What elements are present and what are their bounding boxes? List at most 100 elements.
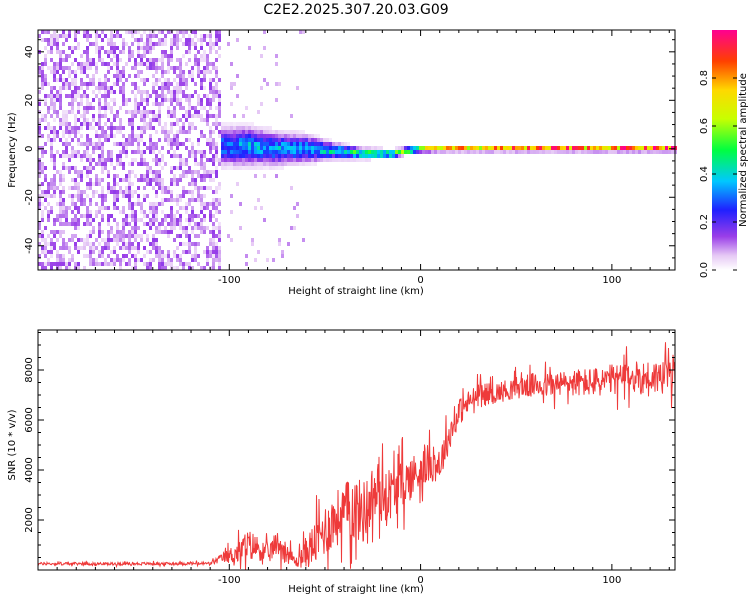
spectrogram-cell (98, 126, 101, 130)
spectrogram-cell (245, 134, 248, 138)
spectrogram-cell (44, 190, 47, 194)
spectrogram-cell (62, 82, 65, 86)
spectrogram-cell (188, 266, 191, 270)
spectrogram-cell (281, 162, 284, 166)
spectrogram-cell (287, 162, 290, 166)
spectrogram-cell (269, 166, 272, 170)
spectrogram-cell (44, 30, 47, 34)
spectrogram-cell (158, 202, 161, 206)
spectrogram-cell (458, 146, 461, 150)
spectrogram-cell (314, 150, 317, 154)
spectrogram-cell (197, 214, 200, 218)
spectrogram-cell (59, 206, 62, 210)
spectrogram-cell (566, 146, 569, 150)
spectrogram-cell (377, 146, 380, 150)
spectrogram-cell (92, 182, 95, 186)
spectrogram-cell (278, 166, 281, 170)
spectrogram-cell (302, 162, 305, 166)
spectrogram-cell (152, 30, 155, 34)
spectrogram-cell (68, 46, 71, 50)
spectrogram-cell (101, 62, 104, 66)
spectrogram-cell (347, 146, 350, 150)
spectrogram-cell (104, 238, 107, 242)
spectrogram-cell (113, 206, 116, 210)
spectrogram-cell (401, 150, 404, 154)
spectrogram-cell (149, 262, 152, 266)
spectrogram-cell (230, 166, 233, 170)
spectrogram-cell (101, 170, 104, 174)
spectrogram-cell (74, 222, 77, 226)
spectrogram-cell (194, 186, 197, 190)
spectrogram-cell (362, 154, 365, 158)
spectrogram-cell (176, 194, 179, 198)
spectrogram-cell (113, 194, 116, 198)
spectrogram-cell (101, 82, 104, 86)
spectrogram-cell (182, 70, 185, 74)
spectrogram-cell (281, 130, 284, 134)
spectrogram-cell (158, 174, 161, 178)
spectrogram-cell (44, 246, 47, 250)
spectrogram-cell (83, 202, 86, 206)
spectrogram-cell (527, 150, 530, 154)
spectrogram-cell (77, 210, 80, 214)
spectrogram-cell (71, 234, 74, 238)
spectrogram-cell (140, 38, 143, 42)
spectrogram-cell (146, 262, 149, 266)
spectrogram-cell (122, 218, 125, 222)
spectrogram-cell (44, 266, 47, 270)
spectrogram-cell (293, 134, 296, 138)
spectrogram-cell (341, 154, 344, 158)
spectrogram-cell (56, 110, 59, 114)
spectrogram-cell (131, 218, 134, 222)
spectrogram-cell (212, 146, 215, 150)
spectrogram-cell (314, 138, 317, 142)
spectrogram-cell (122, 194, 125, 198)
spectrogram-cell (314, 158, 317, 162)
spectrogram-cell (125, 138, 128, 142)
spectrogram-cell (386, 150, 389, 154)
spectrogram-cell (509, 150, 512, 154)
spectrogram-cell (203, 202, 206, 206)
spectrogram-cell (47, 82, 50, 86)
spectrogram-cell (104, 110, 107, 114)
spectrogram-cell (41, 230, 44, 234)
spectrogram-cell (179, 66, 182, 70)
spectrogram-cell (77, 66, 80, 70)
spectrogram-cell (38, 90, 41, 94)
spectrogram-cell (473, 146, 476, 150)
spectrogram-cell (266, 130, 269, 134)
spectrogram-cell (119, 50, 122, 54)
spectrogram-cell (185, 114, 188, 118)
spectrogram-cell (350, 146, 353, 150)
spectrogram-cell (98, 254, 101, 258)
spectrogram-cell (194, 226, 197, 230)
spectrogram-cell (269, 126, 272, 130)
spectrogram-cell (347, 154, 350, 158)
colorbar-label: Normalized spectral amplitude (738, 73, 749, 227)
spectrogram-cell (113, 142, 116, 146)
spectrogram-cell (212, 254, 215, 258)
spectrogram-cell (155, 62, 158, 66)
spectrogram-cell (116, 158, 119, 162)
spectrogram-cell (152, 202, 155, 206)
spectrogram-cell (440, 146, 443, 150)
spectrogram-cell (194, 58, 197, 62)
spectrogram-cell (266, 138, 269, 142)
spectrogram-cell (137, 234, 140, 238)
spectrogram-cell (173, 150, 176, 154)
spectrogram-cell (65, 78, 68, 82)
spectrogram-cell (83, 254, 86, 258)
spectrogram-cell (215, 70, 218, 74)
spectrogram-cell (236, 38, 239, 42)
spectrogram-cell (302, 130, 305, 134)
spectrogram-cell (44, 150, 47, 154)
spectrogram-cell (230, 130, 233, 134)
spectrogram-cell (38, 134, 41, 138)
spectrogram-cell (59, 174, 62, 178)
spectrogram-cell (170, 38, 173, 42)
spectrogram-cell (173, 214, 176, 218)
spectrogram-cell (128, 246, 131, 250)
spectrogram-cell (545, 146, 548, 150)
spectrogram-cell (113, 126, 116, 130)
spectrogram-cell (62, 110, 65, 114)
